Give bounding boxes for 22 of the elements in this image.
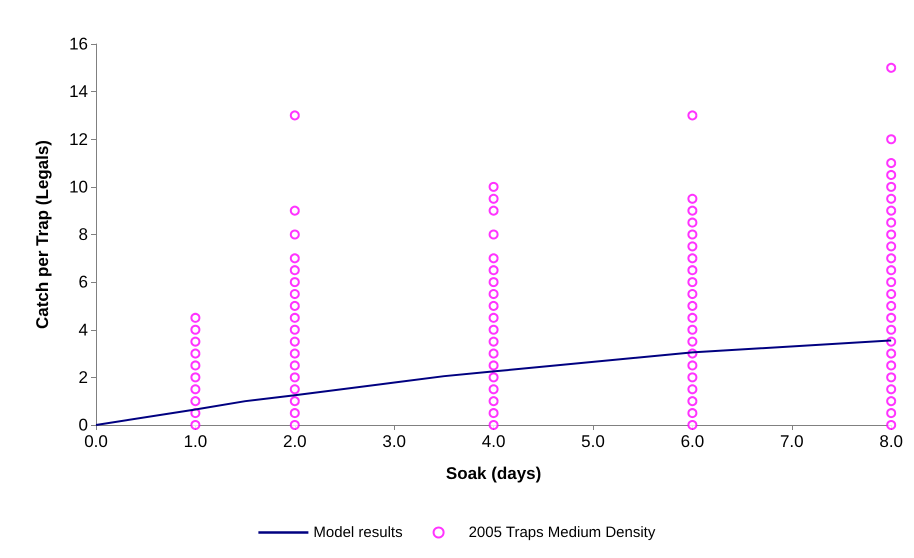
legend-label: Model results [313,524,403,541]
x-tick-label: 3.0 [382,432,406,451]
y-tick-label: 16 [69,34,88,54]
y-tick-label: 8 [78,225,88,244]
x-tick-label: 2.0 [282,432,307,451]
y-tick-label: 4 [78,320,88,340]
x-tick-label: 7.0 [780,432,804,451]
y-tick-label: 14 [69,82,88,102]
legend-label: 2005 Traps Medium Density [468,524,656,541]
x-tick-label: 0.0 [84,432,108,451]
y-tick-label: 0 [78,416,88,434]
x-axis-title: Soak (days) [446,464,542,483]
y-tick-label: 2 [78,368,88,387]
y-axis-title: Catch per Trap (Legals) [33,140,52,329]
y-tick-label: 12 [69,130,88,149]
y-tick-label: 6 [78,272,88,292]
x-tick-label: 4.0 [482,432,506,451]
y-tick-label: 10 [69,177,88,196]
x-tick-label: 6.0 [680,432,704,451]
x-tick-label: 8.0 [879,432,904,451]
x-tick-label: 5.0 [581,432,605,451]
x-tick-label: 1.0 [184,432,208,451]
